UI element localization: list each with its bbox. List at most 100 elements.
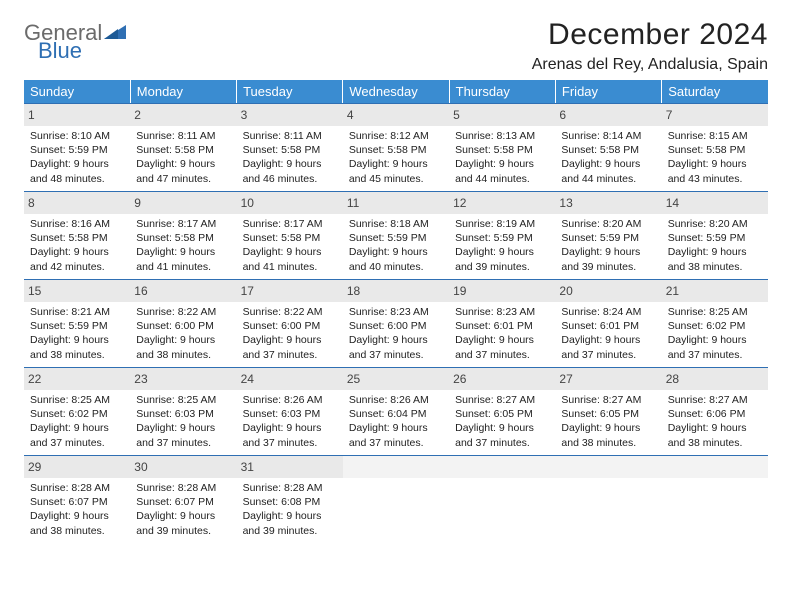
calendar-page: General Blue December 2024 Arenas del Re… bbox=[0, 0, 792, 561]
calendar-cell: 9 Sunrise: 8:17 AMSunset: 5:58 PMDaylight… bbox=[130, 191, 236, 279]
day-number: 12 bbox=[453, 196, 466, 210]
day-number: 21 bbox=[666, 284, 679, 298]
day-number-bar: 4 bbox=[343, 103, 449, 126]
calendar-week-row: 22 Sunrise: 8:25 AMSunset: 6:02 PMDayligh… bbox=[24, 367, 768, 455]
calendar-cell bbox=[555, 455, 661, 543]
weekday-header: Wednesday bbox=[343, 80, 449, 103]
weekday-header: Sunday bbox=[24, 80, 130, 103]
day-number-bar bbox=[555, 455, 661, 478]
day-number-bar: 30 bbox=[130, 455, 236, 478]
calendar-cell: 24Sunrise: 8:26 AMSunset: 6:03 PMDayligh… bbox=[237, 367, 343, 455]
day-number bbox=[559, 460, 562, 474]
day-number: 19 bbox=[453, 284, 466, 298]
day-details: Sunrise: 8:13 AMSunset: 5:58 PMDaylight:… bbox=[455, 129, 549, 186]
header: General Blue December 2024 Arenas del Re… bbox=[24, 18, 768, 74]
day-number-bar bbox=[449, 455, 555, 478]
calendar-cell: 30Sunrise: 8:28 AMSunset: 6:07 PMDayligh… bbox=[130, 455, 236, 543]
day-details: Sunrise: 8:28 AMSunset: 6:08 PMDaylight:… bbox=[243, 481, 337, 538]
calendar-cell: 28 Sunrise: 8:27 AMSunset: 6:06 PMDayligh… bbox=[662, 367, 768, 455]
weekday-header: Monday bbox=[130, 80, 236, 103]
day-details: Sunrise: 8:28 AMSunset: 6:07 PMDaylight:… bbox=[30, 481, 124, 538]
day-number-bar: 18 bbox=[343, 279, 449, 302]
calendar-cell bbox=[662, 455, 768, 543]
day-number: 2 bbox=[134, 108, 141, 122]
day-details: Sunrise: 8:20 AMSunset: 5:59 PMDaylight:… bbox=[668, 217, 762, 274]
day-details: Sunrise: 8:15 AMSunset: 5:58 PMDaylight:… bbox=[668, 129, 762, 186]
day-number-bar: 22 bbox=[24, 367, 130, 390]
day-details: Sunrise: 8:22 AMSunset: 6:00 PMDaylight:… bbox=[136, 305, 230, 362]
day-details: Sunrise: 8:16 AMSunset: 5:58 PMDaylight:… bbox=[30, 217, 124, 274]
day-number: 17 bbox=[241, 284, 254, 298]
calendar-cell: 2 Sunrise: 8:11 AMSunset: 5:58 PMDaylight… bbox=[130, 103, 236, 191]
day-number: 4 bbox=[347, 108, 354, 122]
calendar-cell: 10Sunrise: 8:17 AMSunset: 5:58 PMDayligh… bbox=[237, 191, 343, 279]
title-block: December 2024 Arenas del Rey, Andalusia,… bbox=[532, 18, 768, 74]
day-number: 24 bbox=[241, 372, 254, 386]
day-details: Sunrise: 8:23 AMSunset: 6:01 PMDaylight:… bbox=[455, 305, 549, 362]
day-number: 10 bbox=[241, 196, 254, 210]
weekday-header: Saturday bbox=[662, 80, 768, 103]
calendar-cell: 13 Sunrise: 8:20 AMSunset: 5:59 PMDayligh… bbox=[555, 191, 661, 279]
day-details: Sunrise: 8:24 AMSunset: 6:01 PMDaylight:… bbox=[561, 305, 655, 362]
day-number-bar: 24 bbox=[237, 367, 343, 390]
calendar-cell: 31 Sunrise: 8:28 AMSunset: 6:08 PMDayligh… bbox=[237, 455, 343, 543]
day-details: Sunrise: 8:20 AMSunset: 5:59 PMDaylight:… bbox=[561, 217, 655, 274]
calendar-cell bbox=[343, 455, 449, 543]
day-number-bar: 26 bbox=[449, 367, 555, 390]
day-details: Sunrise: 8:19 AMSunset: 5:59 PMDaylight:… bbox=[455, 217, 549, 274]
day-number: 9 bbox=[134, 196, 141, 210]
calendar-week-row: 15Sunrise: 8:21 AMSunset: 5:59 PMDayligh… bbox=[24, 279, 768, 367]
month-title: December 2024 bbox=[532, 18, 768, 52]
day-number: 1 bbox=[28, 108, 35, 122]
calendar-cell: 21 Sunrise: 8:25 AMSunset: 6:02 PMDayligh… bbox=[662, 279, 768, 367]
weekday-header: Friday bbox=[555, 80, 661, 103]
day-number: 29 bbox=[28, 460, 41, 474]
day-details: Sunrise: 8:27 AMSunset: 6:06 PMDaylight:… bbox=[668, 393, 762, 450]
day-number: 16 bbox=[134, 284, 147, 298]
calendar-cell: 1Sunrise: 8:10 AMSunset: 5:59 PMDaylight… bbox=[24, 103, 130, 191]
day-details: Sunrise: 8:25 AMSunset: 6:02 PMDaylight:… bbox=[30, 393, 124, 450]
calendar-cell bbox=[449, 455, 555, 543]
day-number-bar: 19 bbox=[449, 279, 555, 302]
calendar-cell: 26 Sunrise: 8:27 AMSunset: 6:05 PMDayligh… bbox=[449, 367, 555, 455]
logo: General Blue bbox=[24, 18, 126, 62]
day-number-bar: 14 bbox=[662, 191, 768, 214]
day-number-bar: 29 bbox=[24, 455, 130, 478]
day-number-bar: 2 bbox=[130, 103, 236, 126]
day-number: 14 bbox=[666, 196, 679, 210]
day-details: Sunrise: 8:23 AMSunset: 6:00 PMDaylight:… bbox=[349, 305, 443, 362]
day-details: Sunrise: 8:25 AMSunset: 6:02 PMDaylight:… bbox=[668, 305, 762, 362]
day-number-bar: 13 bbox=[555, 191, 661, 214]
day-number: 15 bbox=[28, 284, 41, 298]
calendar-cell: 29 Sunrise: 8:28 AMSunset: 6:07 PMDayligh… bbox=[24, 455, 130, 543]
day-details: Sunrise: 8:18 AMSunset: 5:59 PMDaylight:… bbox=[349, 217, 443, 274]
day-details: Sunrise: 8:17 AMSunset: 5:58 PMDaylight:… bbox=[136, 217, 230, 274]
day-number: 5 bbox=[453, 108, 460, 122]
day-details: Sunrise: 8:14 AMSunset: 5:58 PMDaylight:… bbox=[561, 129, 655, 186]
day-number bbox=[453, 460, 456, 474]
day-number-bar: 12 bbox=[449, 191, 555, 214]
calendar-cell: 19 Sunrise: 8:23 AMSunset: 6:01 PMDayligh… bbox=[449, 279, 555, 367]
weekday-header: Tuesday bbox=[237, 80, 343, 103]
day-number: 6 bbox=[559, 108, 566, 122]
calendar-cell: 12 Sunrise: 8:19 AMSunset: 5:59 PMDayligh… bbox=[449, 191, 555, 279]
day-number-bar bbox=[343, 455, 449, 478]
day-number-bar: 1 bbox=[24, 103, 130, 126]
day-number-bar: 9 bbox=[130, 191, 236, 214]
logo-text-blue: Blue bbox=[38, 40, 126, 62]
calendar-cell: 8Sunrise: 8:16 AMSunset: 5:58 PMDaylight… bbox=[24, 191, 130, 279]
calendar-week-row: 29 Sunrise: 8:28 AMSunset: 6:07 PMDayligh… bbox=[24, 455, 768, 543]
day-details: Sunrise: 8:11 AMSunset: 5:58 PMDaylight:… bbox=[136, 129, 230, 186]
calendar-cell: 22 Sunrise: 8:25 AMSunset: 6:02 PMDayligh… bbox=[24, 367, 130, 455]
weekday-header: Thursday bbox=[449, 80, 555, 103]
day-number-bar: 7 bbox=[662, 103, 768, 126]
day-details: Sunrise: 8:27 AMSunset: 6:05 PMDaylight:… bbox=[455, 393, 549, 450]
calendar-cell: 23Sunrise: 8:25 AMSunset: 6:03 PMDayligh… bbox=[130, 367, 236, 455]
day-number: 31 bbox=[241, 460, 254, 474]
day-number-bar: 28 bbox=[662, 367, 768, 390]
day-number: 18 bbox=[347, 284, 360, 298]
day-number: 7 bbox=[666, 108, 673, 122]
calendar-cell: 20Sunrise: 8:24 AMSunset: 6:01 PMDayligh… bbox=[555, 279, 661, 367]
calendar-cell: 25Sunrise: 8:26 AMSunset: 6:04 PMDayligh… bbox=[343, 367, 449, 455]
calendar-cell: 27Sunrise: 8:27 AMSunset: 6:05 PMDayligh… bbox=[555, 367, 661, 455]
